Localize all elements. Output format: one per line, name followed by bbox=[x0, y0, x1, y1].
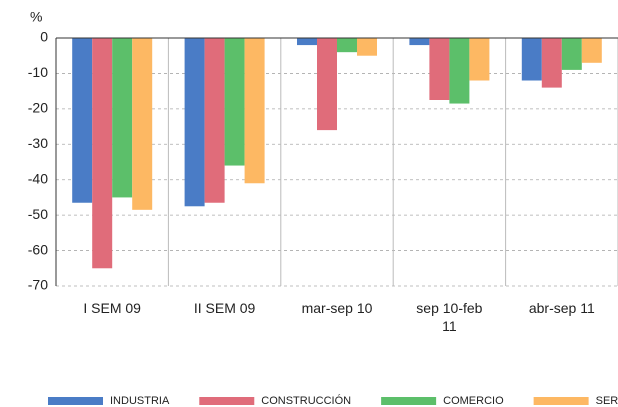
legend-swatch bbox=[199, 397, 255, 405]
y-tick-label: -40 bbox=[28, 170, 48, 186]
bar bbox=[521, 38, 542, 81]
x-tick-label: abr-sep 11 bbox=[528, 300, 595, 316]
x-tick-label: mar-sep 10 bbox=[301, 300, 373, 316]
y-tick-label: -30 bbox=[28, 135, 48, 151]
bar bbox=[184, 38, 205, 207]
bar bbox=[72, 38, 93, 203]
legend-label: INDUSTRIA bbox=[110, 395, 170, 407]
legend-swatch bbox=[533, 397, 589, 405]
bar bbox=[224, 38, 245, 166]
x-tick-label: I SEM 09 bbox=[83, 300, 141, 316]
legend-label: COMERCIO bbox=[443, 395, 504, 407]
y-tick-label: -50 bbox=[28, 206, 48, 222]
bar bbox=[429, 38, 450, 100]
bar bbox=[92, 38, 113, 269]
y-unit: % bbox=[30, 9, 42, 25]
bar bbox=[541, 38, 562, 88]
y-tick-label: 0 bbox=[40, 29, 48, 45]
bar bbox=[297, 38, 317, 46]
bar bbox=[561, 38, 582, 70]
bar bbox=[469, 38, 490, 81]
legend-swatch bbox=[48, 397, 103, 405]
bar bbox=[204, 38, 225, 203]
bar bbox=[581, 38, 602, 63]
legend-label: SERVICIOS bbox=[596, 395, 618, 407]
x-tick-label: sep 10-feb 11 bbox=[416, 300, 483, 334]
legend-swatch bbox=[381, 397, 437, 405]
bar bbox=[317, 38, 337, 131]
bar bbox=[244, 38, 265, 184]
bar bbox=[112, 38, 133, 198]
bar bbox=[357, 38, 377, 56]
bar bbox=[409, 38, 430, 46]
y-tick-label: -70 bbox=[28, 277, 48, 293]
x-tick-label: II SEM 09 bbox=[193, 300, 256, 316]
bar bbox=[337, 38, 357, 53]
bar bbox=[449, 38, 470, 104]
y-tick-label: -20 bbox=[28, 100, 48, 116]
legend-label: CONSTRUCCIÓN bbox=[261, 394, 351, 407]
y-tick-label: -60 bbox=[28, 241, 48, 257]
bar bbox=[132, 38, 153, 210]
y-tick-label: -10 bbox=[28, 64, 48, 80]
